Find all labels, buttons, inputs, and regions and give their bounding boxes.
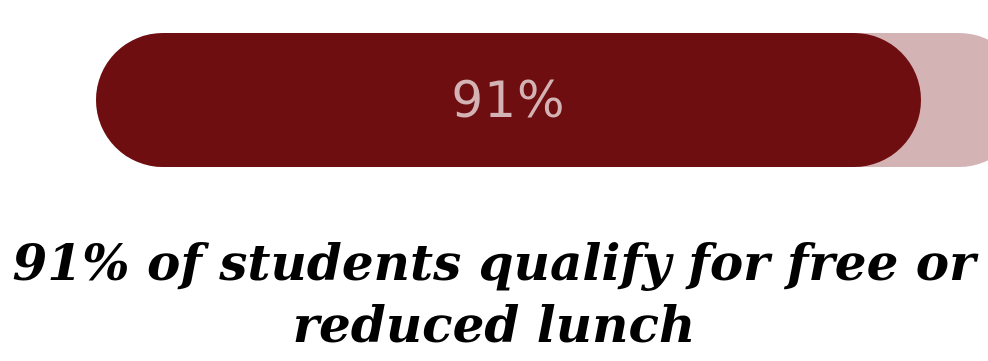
progress-percent-label: 91% — [451, 71, 566, 129]
stat-caption: 91% of students qualify for free or redu… — [12, 233, 976, 354]
progress-fill: 91% — [96, 33, 921, 167]
